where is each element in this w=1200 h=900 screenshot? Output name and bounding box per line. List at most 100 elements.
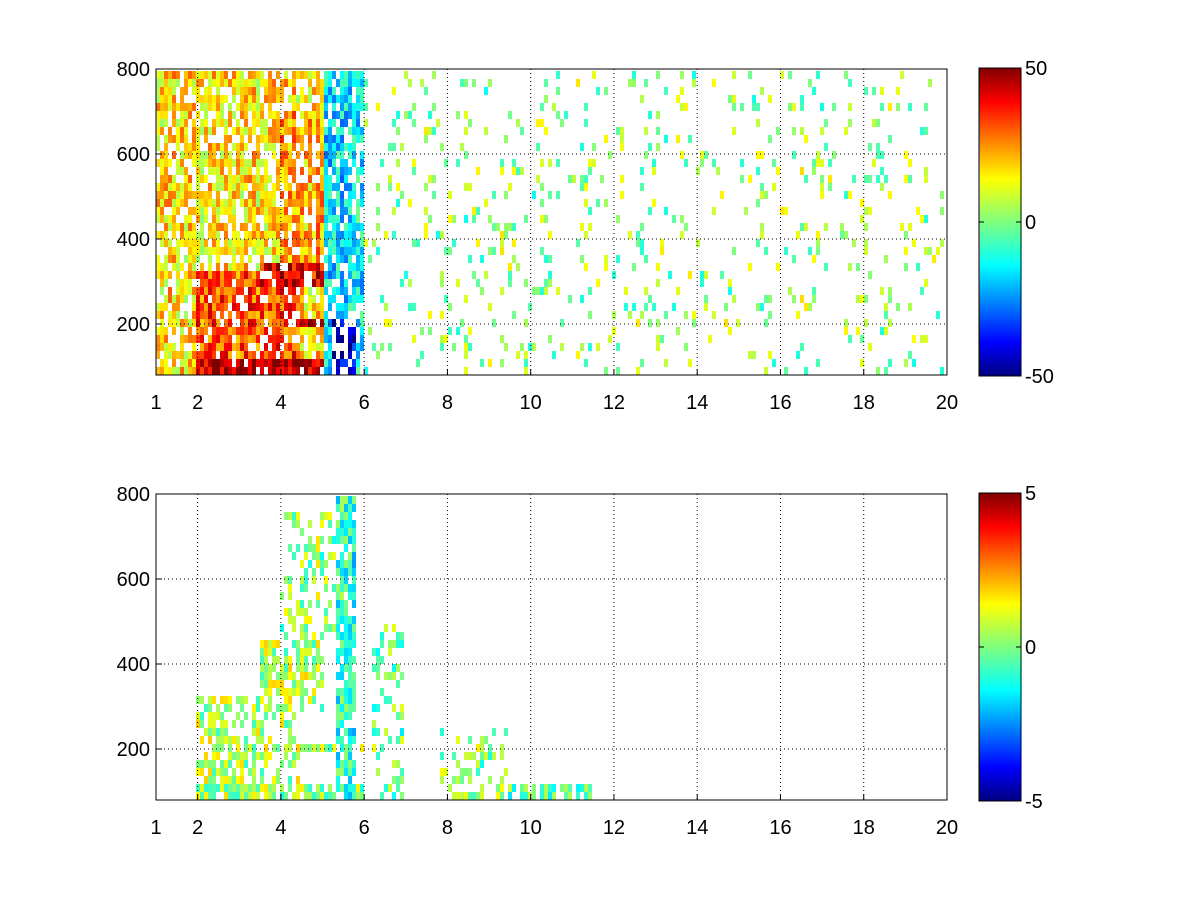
heatmap-cell — [496, 792, 500, 800]
heatmap-cell — [244, 223, 248, 231]
heatmap-cell — [196, 271, 200, 279]
heatmap-cell — [768, 351, 772, 359]
heatmap-cell — [424, 223, 428, 231]
heatmap-cell — [212, 776, 216, 784]
heatmap-cell — [232, 191, 236, 199]
heatmap-cell — [276, 223, 280, 231]
heatmap-cell — [288, 215, 292, 223]
heatmap-cell — [356, 792, 360, 800]
heatmap-cell — [692, 79, 696, 87]
heatmap-cell — [156, 79, 160, 87]
heatmap-cell — [224, 327, 228, 335]
heatmap-cell — [236, 784, 240, 792]
heatmap-cell — [284, 632, 288, 640]
heatmap-cell — [216, 736, 220, 744]
heatmap-cell — [348, 784, 352, 792]
heatmap-cell — [312, 271, 316, 279]
heatmap-cell — [284, 111, 288, 119]
heatmap-cell — [180, 159, 184, 167]
heatmap-cell — [296, 271, 300, 279]
heatmap-cell — [320, 744, 324, 752]
heatmap-cell — [348, 295, 352, 303]
heatmap-cell — [328, 159, 332, 167]
heatmap-cell — [184, 239, 188, 247]
heatmap-cell — [300, 696, 304, 704]
y-tick-label: 200 — [117, 739, 150, 761]
heatmap-cell — [280, 319, 284, 327]
heatmap-cell — [204, 151, 208, 159]
heatmap-cell — [212, 167, 216, 175]
heatmap-cell — [324, 223, 328, 231]
heatmap-cell — [344, 303, 348, 311]
heatmap-cell — [276, 127, 280, 135]
heatmap-cell — [200, 239, 204, 247]
heatmap-cell — [352, 736, 356, 744]
heatmap-cell — [544, 255, 548, 263]
heatmap-cell — [656, 127, 660, 135]
heatmap-cell — [200, 151, 204, 159]
heatmap-cell — [480, 359, 484, 367]
heatmap-cell — [200, 768, 204, 776]
heatmap-cell — [280, 664, 284, 672]
heatmap-cell — [328, 151, 332, 159]
heatmap-cell — [316, 744, 320, 752]
heatmap-cell — [232, 111, 236, 119]
heatmap-cell — [296, 319, 300, 327]
heatmap-cell — [880, 167, 884, 175]
heatmap-cell — [384, 303, 388, 311]
heatmap-cell — [164, 239, 168, 247]
heatmap-cell — [288, 111, 292, 119]
heatmap-cell — [256, 319, 260, 327]
heatmap-cell — [448, 215, 452, 223]
heatmap-cell — [432, 191, 436, 199]
heatmap-cell — [316, 111, 320, 119]
heatmap-cell — [580, 343, 584, 351]
heatmap-cell — [228, 736, 232, 744]
heatmap-cell — [160, 159, 164, 167]
heatmap-cell — [260, 359, 264, 367]
heatmap-cell — [820, 127, 824, 135]
heatmap-cell — [276, 327, 280, 335]
heatmap-cell — [308, 335, 312, 343]
heatmap-cell — [328, 247, 332, 255]
heatmap-cell — [476, 207, 480, 215]
x-tick-label: 14 — [686, 817, 708, 839]
heatmap-cell — [248, 768, 252, 776]
heatmap-cell — [228, 247, 232, 255]
heatmap-cell — [520, 343, 524, 351]
heatmap-cell — [404, 111, 408, 119]
heatmap-cell — [384, 728, 388, 736]
heatmap-cell — [216, 119, 220, 127]
heatmap-cell — [352, 191, 356, 199]
heatmap-cell — [504, 135, 508, 143]
heatmap-cell — [176, 143, 180, 151]
heatmap-cell — [696, 167, 700, 175]
heatmap-cell — [888, 295, 892, 303]
heatmap-cell — [284, 71, 288, 79]
heatmap-cell — [324, 287, 328, 295]
heatmap-cell — [344, 87, 348, 95]
heatmap-cell — [300, 584, 304, 592]
heatmap-cell — [340, 760, 344, 768]
heatmap-cell — [344, 520, 348, 528]
heatmap-cell — [352, 576, 356, 584]
heatmap-cell — [256, 231, 260, 239]
heatmap-cell — [192, 103, 196, 111]
heatmap-cell — [188, 111, 192, 119]
heatmap-cell — [660, 239, 664, 247]
heatmap-cell — [704, 271, 708, 279]
heatmap-cell — [348, 776, 352, 784]
heatmap-cell — [308, 167, 312, 175]
heatmap-cell — [320, 784, 324, 792]
heatmap-cell — [896, 303, 900, 311]
heatmap-cell — [180, 279, 184, 287]
heatmap-cell — [236, 303, 240, 311]
heatmap-cell — [300, 247, 304, 255]
heatmap-cell — [812, 295, 816, 303]
heatmap-cell — [500, 744, 504, 752]
heatmap-cell — [400, 704, 404, 712]
heatmap-cell — [328, 512, 332, 520]
heatmap-cell — [160, 199, 164, 207]
heatmap-cell — [184, 151, 188, 159]
heatmap-cell — [348, 239, 352, 247]
